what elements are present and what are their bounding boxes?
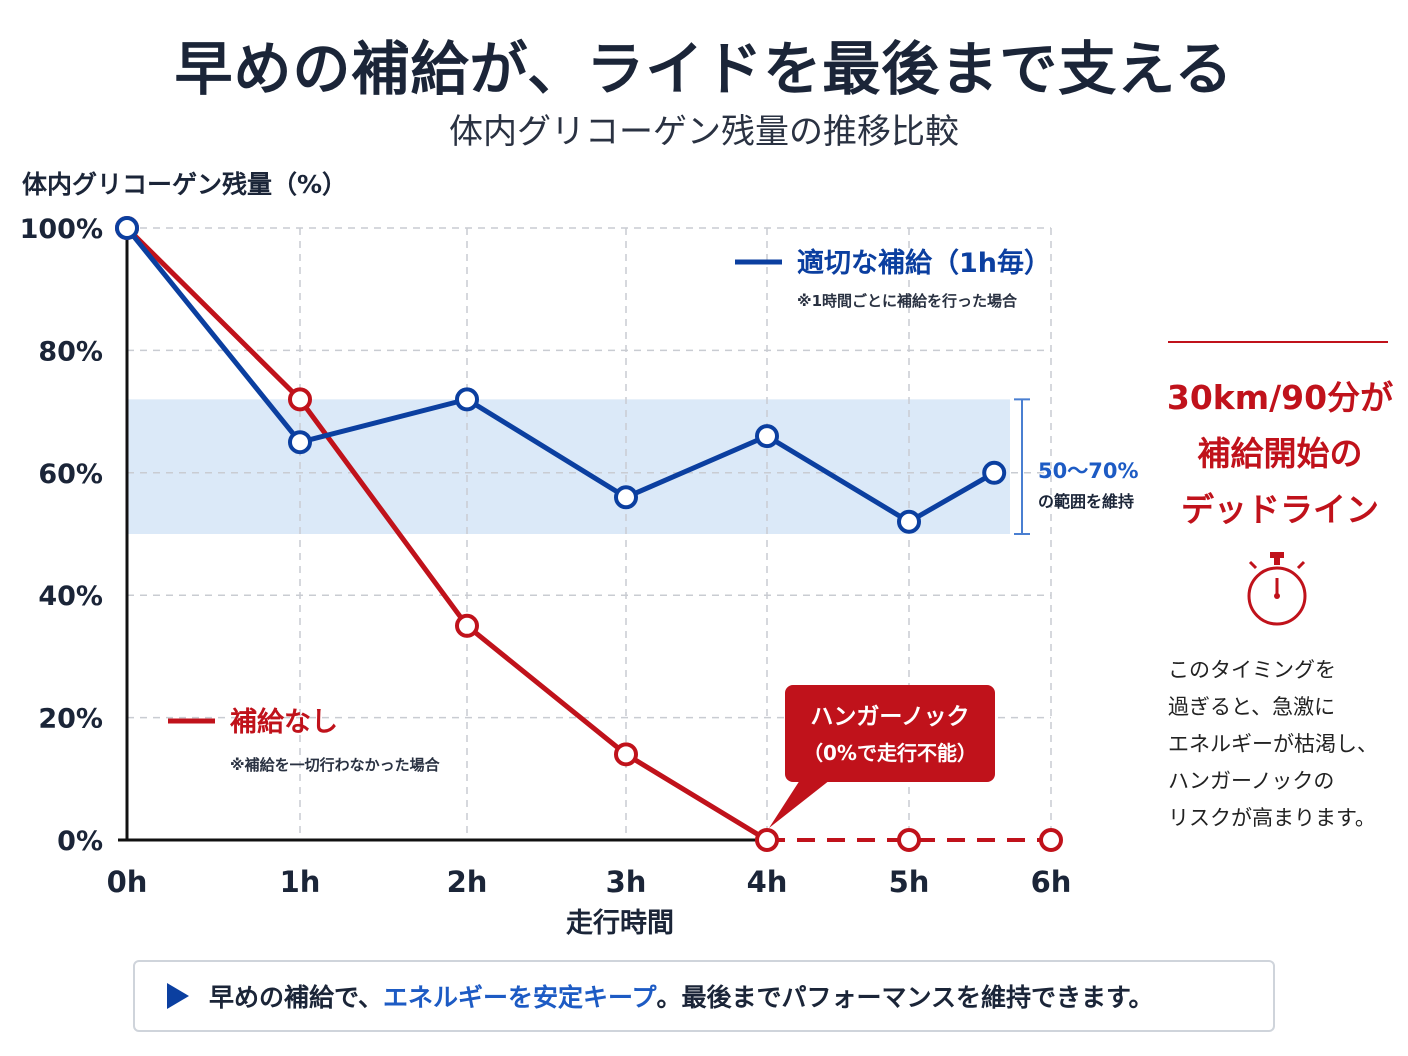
description-line: リスクが高まります。 (1168, 806, 1376, 830)
y-tick-label: 80% (38, 336, 103, 367)
legend-note-proper-supply: ※1時間ごとに補給を行った場合 (797, 292, 1018, 310)
no-supply-point (614, 742, 638, 767)
callout-line1: ハンガーノック (810, 704, 969, 730)
y-tick-label: 0% (57, 826, 103, 857)
y-tick-label: 100% (20, 214, 103, 245)
description-line: エネルギーが枯渇し、 (1168, 732, 1378, 756)
x-axis-title: 走行時間 (566, 907, 674, 939)
band-label: 50〜70% (1038, 459, 1139, 483)
proper-supply-point (614, 485, 638, 510)
y-tick-label: 20% (38, 704, 103, 735)
side-divider (1168, 341, 1388, 343)
deadline-heading: 30km/90分が 補給開始の デッドライン (1150, 370, 1408, 538)
deadline-heading-line1: 30km/90分が (1166, 378, 1394, 417)
summary-text-start: 早めの補給で、 (209, 983, 384, 1012)
deadline-heading-line2: 補給開始の (1197, 434, 1363, 473)
page-title: 早めの補給が、ライドを最後まで支える (174, 35, 1234, 103)
summary-text-end: 。最後までパフォーマンスを維持できます。 (656, 983, 1154, 1012)
x-tick-label: 4h (747, 865, 788, 899)
proper-supply-point (897, 509, 921, 534)
proper-supply-point (982, 460, 1007, 485)
callout-pointer (769, 780, 830, 828)
proper-supply-point (455, 387, 479, 412)
page-subtitle: 体内グリコーゲン残量の推移比較 (449, 112, 959, 152)
summary-text-highlight: エネルギーを安定キープ (383, 983, 657, 1012)
callout-line2: （0%で走行不能） (803, 741, 977, 765)
x-tick-label: 5h (889, 865, 930, 899)
target-range-band (127, 399, 1010, 534)
proper-supply-point (755, 424, 779, 449)
no-supply-point (455, 613, 479, 638)
y-tick-label: 40% (38, 581, 103, 612)
deadline-description: このタイミングを 過ぎると、急激に エネルギーが枯渇し、 ハンガーノックの リス… (1168, 652, 1398, 837)
no-supply-point (755, 828, 779, 852)
proper-supply-point (288, 430, 312, 455)
deadline-heading-line3: デッドライン (1181, 490, 1379, 529)
band-sublabel: の範囲を維持 (1038, 492, 1134, 511)
legend-label-proper-supply: 適切な補給（1h毎） (797, 247, 1051, 279)
x-tick-label: 3h (606, 865, 647, 899)
description-line: 過ぎると、急激に (1168, 695, 1336, 719)
y-tick-label: 60% (38, 459, 103, 490)
legend-note-no-supply: ※補給を一切行わなかった場合 (230, 756, 441, 774)
no-supply-point (288, 387, 312, 412)
no-supply-point (897, 828, 921, 852)
legend-label-no-supply: 補給なし (229, 706, 338, 738)
description-line: ハンガーノックの (1168, 769, 1335, 793)
play-triangle-icon (167, 983, 189, 1009)
summary-box: 早めの補給で、 エネルギーを安定キープ 。最後までパフォーマンスを維持できます。 (133, 960, 1275, 1032)
x-tick-label: 1h (280, 865, 321, 899)
x-tick-label: 0h (107, 865, 148, 899)
description-line: このタイミングを (1168, 658, 1336, 682)
y-axis-title: 体内グリコーゲン残量（%） (22, 170, 347, 199)
glycogen-chart: 0% 20% 40% 60% 80% 100% 0h 1h 2h 3h 4h 5h 6h 体内グリコーゲン… (20, 170, 1139, 939)
hunger-knock-callout (785, 685, 995, 782)
stopwatch-icon (1247, 552, 1307, 626)
x-tick-label: 2h (447, 865, 488, 899)
x-tick-label: 6h (1031, 865, 1072, 899)
no-supply-point (1039, 828, 1063, 852)
proper-supply-point (115, 216, 139, 240)
